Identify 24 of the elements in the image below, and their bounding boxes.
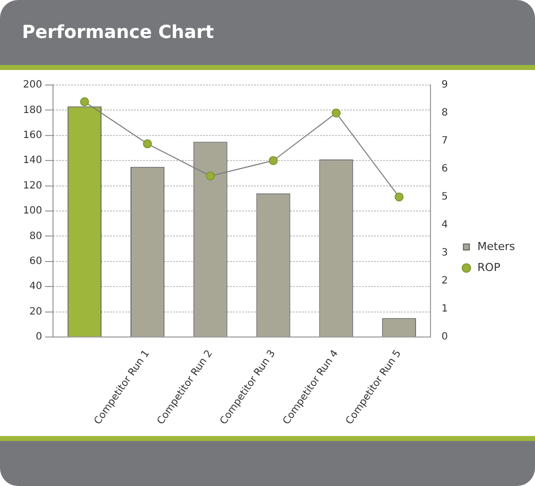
y2-tick-label: 9 xyxy=(442,80,448,91)
y2-tick-label: 6 xyxy=(442,164,448,175)
y2-tick-label: 3 xyxy=(442,248,448,259)
legend-label: Meters xyxy=(477,240,516,253)
y-tick-label: 100 xyxy=(22,206,42,217)
legend-label: ROP xyxy=(477,260,501,274)
y-tick-label: 80 xyxy=(29,230,42,242)
y2-tick-label: 5 xyxy=(442,192,448,203)
y-tick-label: 180 xyxy=(22,104,42,116)
y2-tick-label: 2 xyxy=(442,276,448,287)
y-tick-label: 120 xyxy=(22,180,42,192)
y2-tick-label: 0 xyxy=(442,332,448,343)
y-tick-label: 0 xyxy=(36,332,42,343)
y-tick-label: 40 xyxy=(29,281,42,292)
y-tick-label: 20 xyxy=(29,306,42,318)
y-tick-label: 140 xyxy=(22,155,42,166)
y-tick-label: 200 xyxy=(22,80,42,91)
y-tick-label: 60 xyxy=(29,256,42,267)
y2-tick-label: 7 xyxy=(442,136,448,147)
y2-tick-label: 4 xyxy=(442,220,448,231)
y2-tick-label: 8 xyxy=(442,108,448,119)
chart-title: Performance Chart xyxy=(22,22,214,43)
y2-tick-label: 1 xyxy=(442,304,448,315)
y-tick-label: 160 xyxy=(22,130,42,141)
